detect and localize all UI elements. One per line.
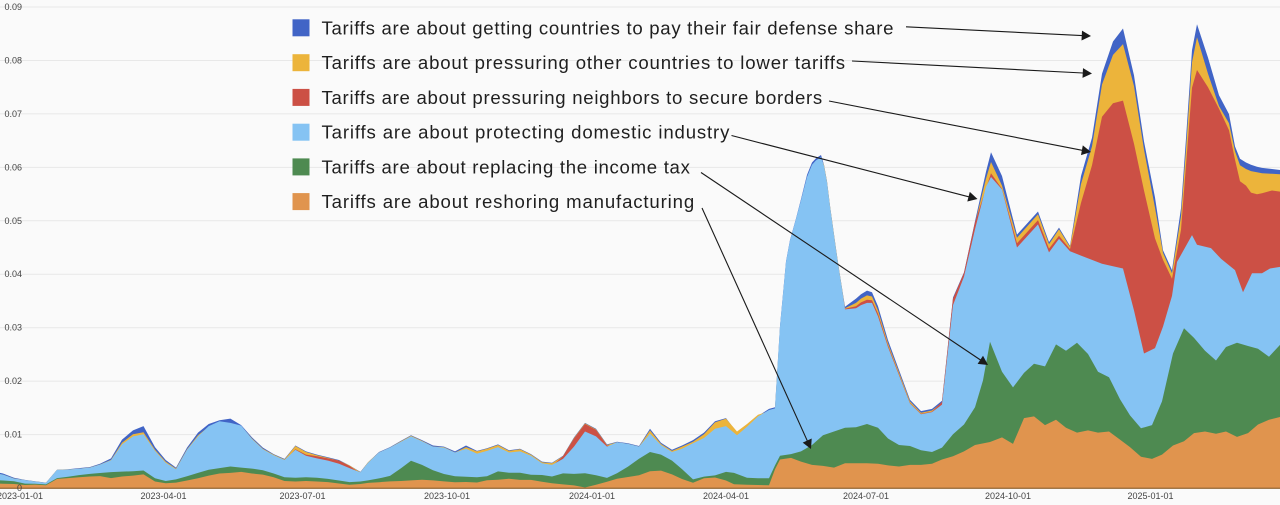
svg-text:0.03: 0.03 — [4, 323, 22, 333]
svg-text:Tariffs are about reshoring ma: Tariffs are about reshoring manufacturin… — [322, 191, 696, 212]
svg-text:2024-01-01: 2024-01-01 — [569, 491, 615, 501]
svg-text:0.08: 0.08 — [4, 56, 22, 66]
svg-text:0.07: 0.07 — [4, 109, 22, 119]
svg-text:0.09: 0.09 — [4, 2, 22, 12]
svg-text:2023-04-01: 2023-04-01 — [140, 491, 186, 501]
svg-text:Tariffs are about pressuring n: Tariffs are about pressuring neighbors t… — [322, 87, 823, 108]
svg-text:Tariffs are about protecting d: Tariffs are about protecting domestic in… — [322, 122, 731, 143]
svg-text:2025-01-01: 2025-01-01 — [1127, 491, 1173, 501]
svg-text:Tariffs are about replacing th: Tariffs are about replacing the income t… — [322, 156, 691, 177]
svg-text:0: 0 — [17, 483, 22, 493]
svg-text:2023-10-01: 2023-10-01 — [424, 491, 470, 501]
svg-text:2024-07-01: 2024-07-01 — [843, 491, 889, 501]
svg-text:Tariffs are about getting coun: Tariffs are about getting countries to p… — [322, 17, 895, 38]
svg-text:0.02: 0.02 — [4, 376, 22, 386]
svg-text:0.06: 0.06 — [4, 162, 22, 172]
svg-text:2023-07-01: 2023-07-01 — [279, 491, 325, 501]
svg-text:0.01: 0.01 — [4, 430, 22, 440]
svg-text:Tariffs are about pressuring o: Tariffs are about pressuring other count… — [322, 52, 846, 73]
svg-text:0.05: 0.05 — [4, 216, 22, 226]
svg-text:2024-10-01: 2024-10-01 — [985, 491, 1031, 501]
svg-text:0.04: 0.04 — [4, 269, 22, 279]
svg-text:2023-01-01: 2023-01-01 — [0, 491, 43, 501]
svg-text:2024-04-01: 2024-04-01 — [703, 491, 749, 501]
